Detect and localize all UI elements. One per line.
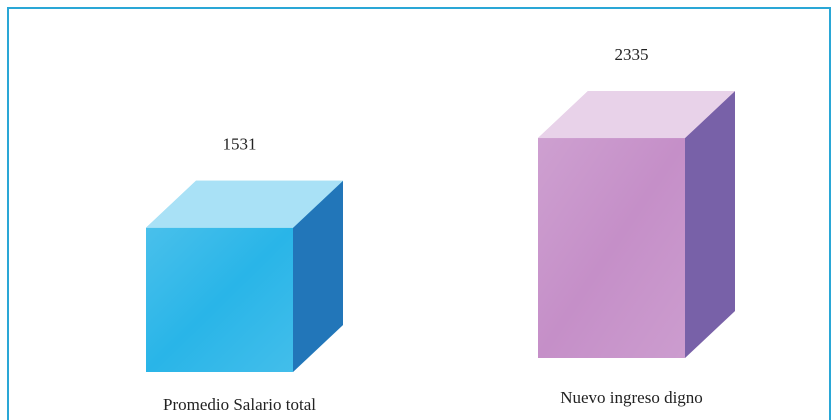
bar-side-shade xyxy=(293,180,343,372)
bar-side-shade xyxy=(685,91,735,358)
bar-top-light xyxy=(146,180,343,228)
bar-top-light xyxy=(538,91,735,139)
category-label: Promedio Salario total xyxy=(163,395,316,414)
frame xyxy=(7,7,831,420)
bar-sheen xyxy=(146,227,293,372)
category-label: Nuevo ingreso digno xyxy=(560,388,703,407)
bar xyxy=(146,180,343,372)
value-label: 2335 xyxy=(615,45,649,64)
bar xyxy=(538,91,735,358)
bar-side xyxy=(293,180,343,372)
bar-sheen xyxy=(538,138,685,358)
value-label: 1531 xyxy=(223,135,257,154)
bar-side xyxy=(685,91,735,358)
